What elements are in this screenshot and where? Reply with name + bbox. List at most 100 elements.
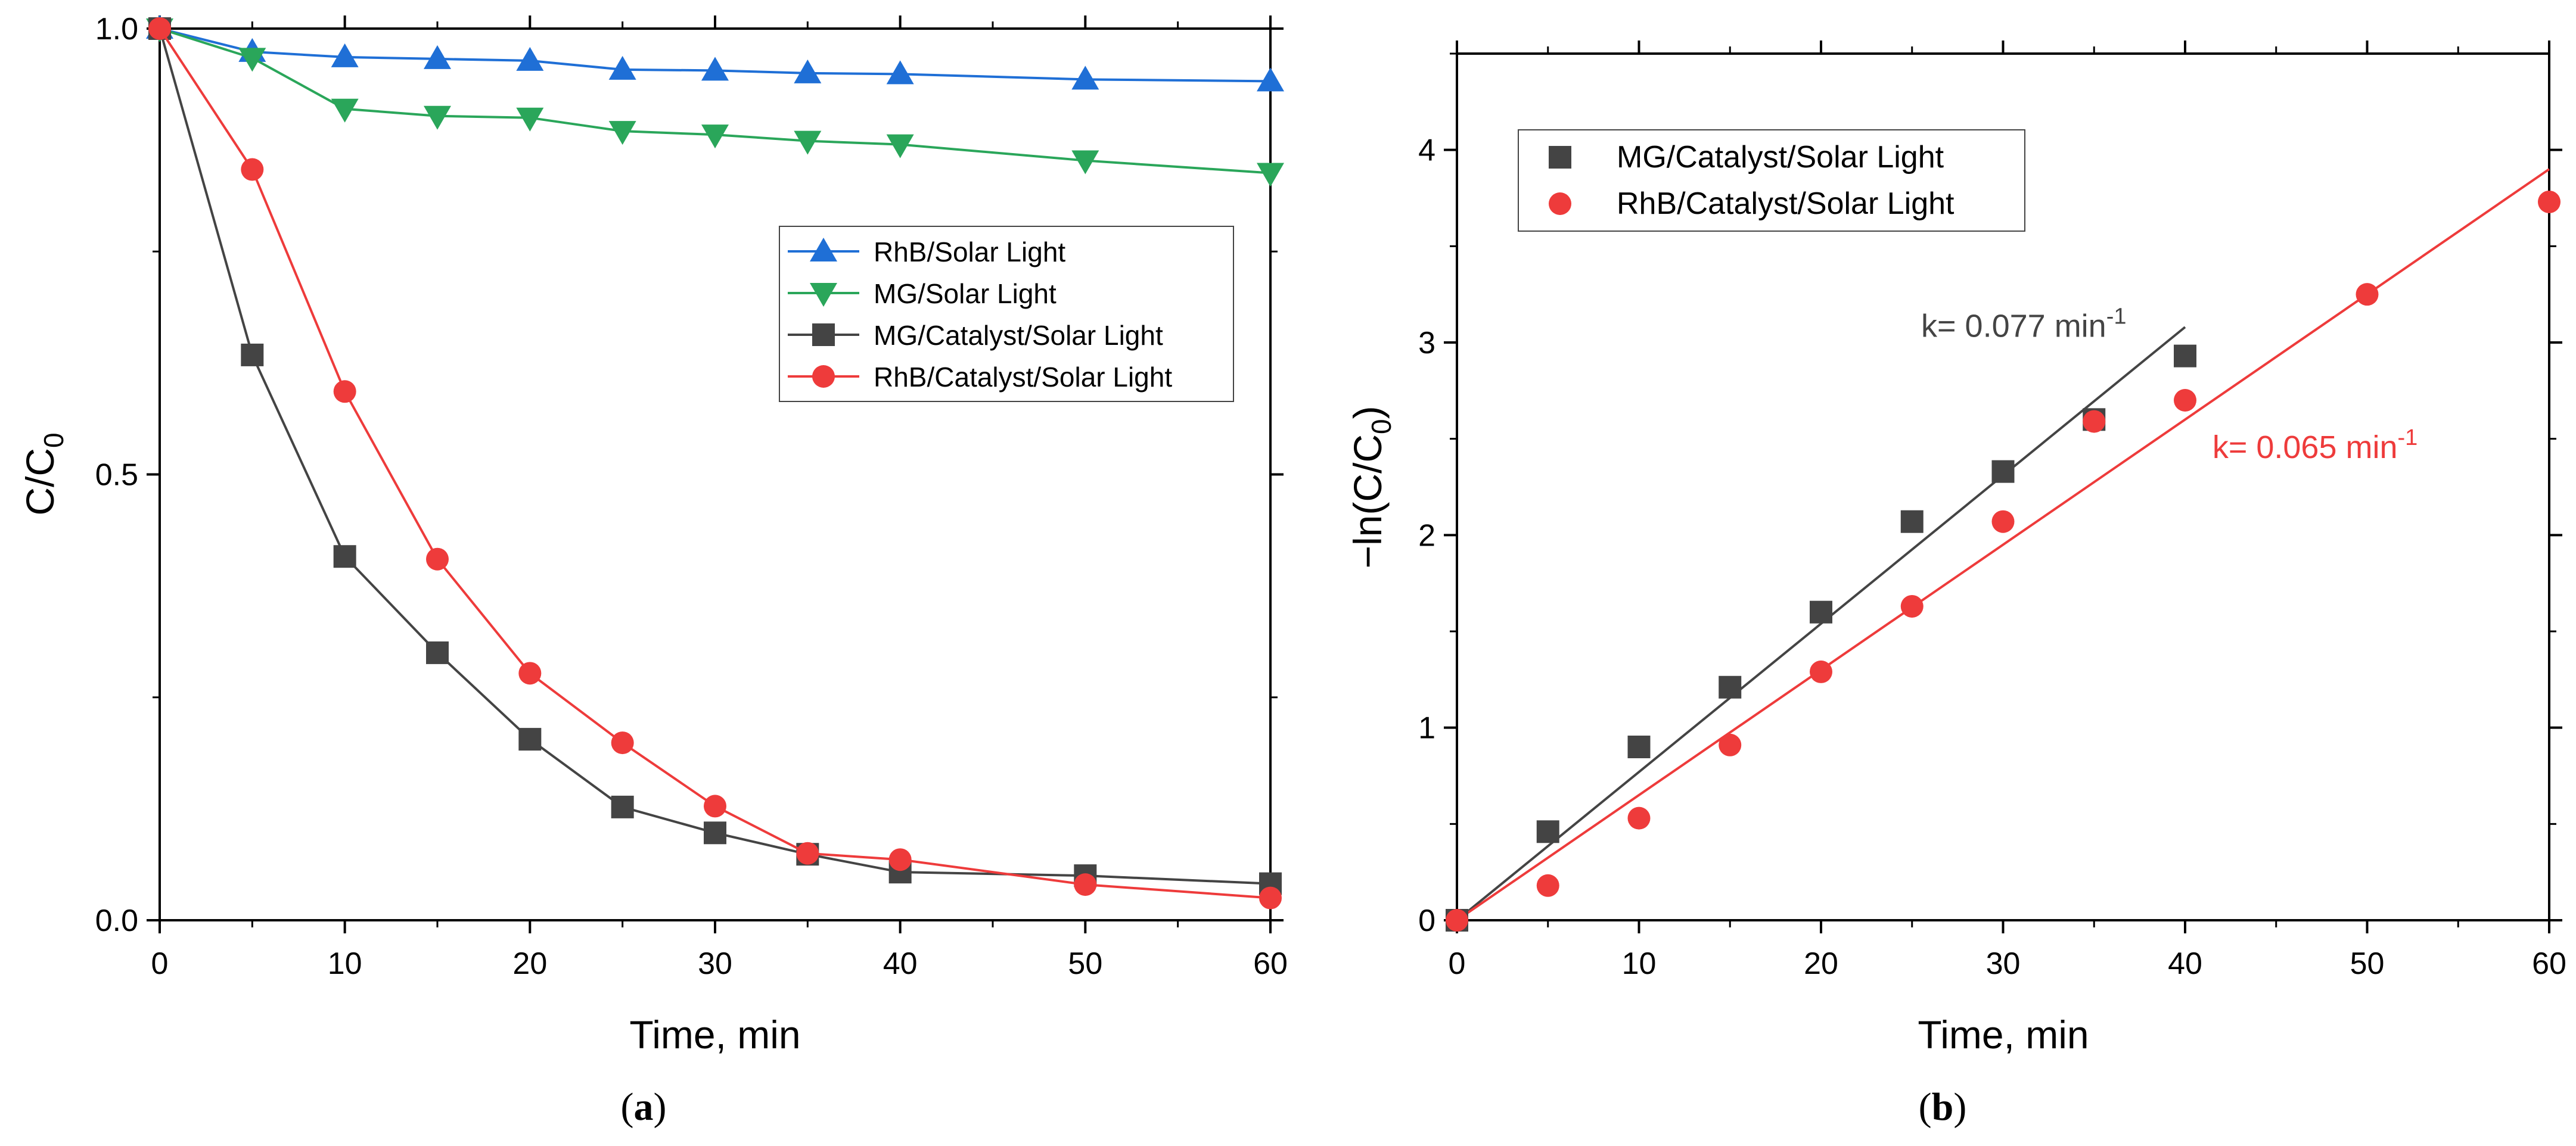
data-point — [1991, 510, 2015, 533]
data-point — [1446, 909, 1468, 932]
legend: MG/Catalyst/Solar Light RhB/Catalyst/Sola… — [1518, 129, 2025, 232]
data-point — [333, 545, 356, 568]
legend-marker — [810, 283, 837, 307]
legend-marker — [810, 238, 837, 261]
series-line — [159, 27, 1271, 175]
data-point — [1536, 820, 1559, 843]
data-point — [516, 46, 544, 71]
x-tick-label: 20 — [1804, 946, 1838, 981]
panel-label-open: ( — [1919, 1085, 1932, 1129]
data-point — [611, 795, 634, 818]
data-point — [796, 842, 819, 865]
x-tick-label: 10 — [328, 946, 362, 981]
y-axis-label-subscript: 0 — [38, 432, 69, 448]
data-point — [886, 60, 914, 85]
data-point — [1719, 733, 1742, 756]
fit-label-superscript: -1 — [2398, 425, 2418, 450]
data-point — [2174, 389, 2196, 412]
x-tick-label: 50 — [2350, 946, 2385, 981]
data-point — [701, 124, 729, 149]
data-point — [331, 43, 359, 67]
data-point — [518, 662, 542, 685]
x-axis-label: Time, min — [629, 1013, 800, 1057]
data-point — [1627, 736, 1651, 758]
data-point — [794, 130, 822, 155]
data-point — [331, 98, 359, 123]
data-point — [1259, 886, 1282, 910]
panel-label-letter: b — [1932, 1085, 1954, 1129]
legend-label: RhB/Catalyst/Solar Light — [1617, 186, 1954, 221]
data-point — [1257, 67, 1284, 92]
fit-label-0: k= 0.077 min-1 — [1921, 304, 2126, 344]
x-tick-label: 30 — [698, 946, 732, 981]
data-point — [704, 821, 726, 845]
legend: RhB/Solar Light MG/Solar Light MG/Catalyst… — [779, 226, 1234, 402]
panel-label: (a) — [621, 1085, 667, 1129]
legend-box — [779, 226, 1234, 402]
data-point — [608, 121, 636, 145]
panel-label-close: ) — [1953, 1085, 1966, 1129]
data-point — [1810, 600, 1832, 624]
y-axis-label-main: C/C — [18, 448, 62, 516]
data-point — [1257, 163, 1284, 187]
legend-marker — [1549, 146, 1571, 169]
legend-marker — [1549, 192, 1571, 215]
y-axis-label: −ln(C/C0) — [1346, 406, 1397, 568]
fit-line-1 — [1456, 168, 2550, 921]
series-mg-catalyst-solar-light — [1446, 344, 2196, 932]
y-axis-label-end: ) — [1346, 406, 1390, 419]
series-line — [159, 27, 1271, 899]
data-point — [518, 728, 542, 751]
fit-label-text: k= 0.077 min — [1921, 308, 2106, 344]
data-point — [1536, 874, 1559, 897]
x-axis-label: Time, min — [1918, 1013, 2089, 1057]
panel-label-close: ) — [654, 1085, 667, 1129]
data-point — [1627, 806, 1651, 830]
data-point — [426, 547, 449, 571]
x-tick-label: 60 — [1253, 946, 1288, 981]
y-axis-label-main: −ln(C/C — [1346, 434, 1390, 569]
data-point — [2356, 283, 2379, 306]
data-point — [2538, 190, 2561, 213]
x-tick-label: 60 — [2532, 946, 2566, 981]
x-tick-label: 0 — [1449, 946, 1466, 981]
data-point — [426, 641, 449, 664]
legend-label: MG/Solar Light — [874, 278, 1056, 309]
data-point — [888, 848, 912, 871]
legend-marker — [812, 365, 835, 388]
y-axis-label: C/C0 — [18, 432, 69, 515]
x-tick-label: 40 — [883, 946, 918, 981]
legend-label: RhB/Solar Light — [874, 236, 1065, 267]
legend-label: RhB/Catalyst/Solar Light — [874, 362, 1172, 393]
x-tick-label: 20 — [512, 946, 547, 981]
y-tick-label: 0.0 — [95, 904, 138, 938]
x-tick-label: 0 — [151, 946, 169, 981]
data-point — [794, 59, 822, 83]
series-mg-solar-light — [146, 18, 1284, 187]
data-point — [424, 105, 451, 130]
y-tick-label: 1.0 — [95, 12, 138, 46]
data-point — [1900, 594, 1924, 618]
data-point — [608, 55, 636, 80]
data-point — [1991, 460, 2015, 483]
fit-label-text: k= 0.065 min — [2213, 429, 2398, 465]
data-point — [2083, 410, 2106, 433]
series-mg-catalyst-solar-light — [148, 17, 1282, 895]
data-point — [1719, 675, 1742, 699]
fit-label-superscript: -1 — [2106, 304, 2127, 329]
data-point — [2174, 344, 2196, 368]
series-line — [159, 28, 1271, 885]
legend-label: MG/Catalyst/Solar Light — [874, 320, 1163, 351]
data-point — [1071, 66, 1099, 90]
data-point — [238, 48, 266, 72]
x-tick-label: 10 — [1622, 946, 1657, 981]
data-point — [241, 158, 264, 181]
y-tick-label: 0 — [1418, 904, 1435, 938]
legend-label: MG/Catalyst/Solar Light — [1617, 140, 1944, 175]
data-point — [704, 795, 726, 818]
y-axis-label-subscript: 0 — [1366, 419, 1397, 434]
data-point — [424, 45, 451, 69]
data-point — [611, 731, 634, 755]
